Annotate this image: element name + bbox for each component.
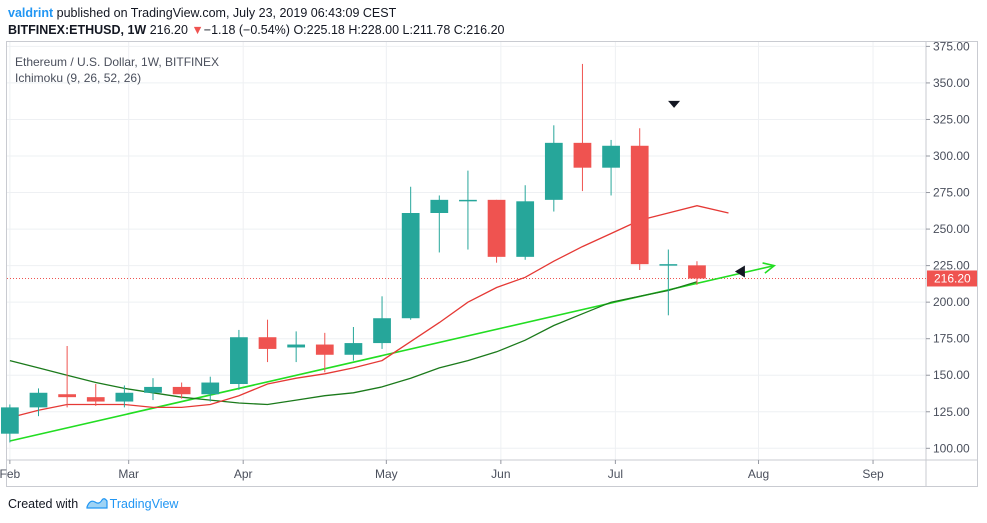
candle <box>86 384 105 406</box>
ohlc-values: O:225.18 H:228.00 L:211.78 C:216.20 <box>293 23 505 37</box>
current-price-label: 216.20 <box>934 271 971 285</box>
x-tick-label: Mar <box>118 467 139 481</box>
price-change: −1.18 (−0.54%) <box>203 23 290 37</box>
tradingview-logo-icon <box>86 497 108 512</box>
y-tick-label: 275.00 <box>933 186 970 200</box>
y-tick-label: 375.00 <box>933 39 970 53</box>
candle-body <box>487 199 506 257</box>
y-tick-label: 350.00 <box>933 76 970 90</box>
symbol-info: BITFINEX:ETHUSD, 1W 216.20 ▼−1.18 (−0.54… <box>8 23 504 37</box>
candle <box>430 195 449 253</box>
candle <box>630 128 649 270</box>
chart-title: Ethereum / U.S. Dollar, 1W, BITFINEX <box>15 55 220 69</box>
current-price-badge <box>927 270 977 287</box>
down-arrow-icon: ▼ <box>191 23 204 37</box>
candle-body <box>344 343 363 355</box>
candle-body <box>373 318 391 344</box>
candle-body <box>315 344 334 355</box>
candle-body <box>0 407 19 434</box>
candle-body <box>230 337 248 384</box>
y-tick-label: 200.00 <box>933 295 970 309</box>
chart-frame <box>6 41 978 487</box>
candle-body <box>544 142 563 200</box>
candle-body <box>172 386 191 395</box>
published-text: published on TradingView.com, July 23, 2… <box>56 6 397 20</box>
candle <box>659 249 678 316</box>
candle-body <box>58 394 76 398</box>
candle-body <box>115 392 134 402</box>
candle-body <box>258 337 277 349</box>
author-name[interactable]: valdrint <box>8 6 54 20</box>
candle-body <box>201 382 220 395</box>
candle-body <box>659 264 678 266</box>
candle <box>573 63 592 192</box>
indicator-label: Ichimoku (9, 26, 52, 26) <box>15 71 142 85</box>
y-tick-label: 175.00 <box>933 332 970 346</box>
candle <box>401 186 420 320</box>
candle <box>172 382 191 399</box>
candle <box>58 346 76 408</box>
candle-body <box>688 265 706 279</box>
footer: Created with TradingView <box>8 497 178 512</box>
symbol-label: BITFINEX:ETHUSD, 1W <box>8 23 147 37</box>
candle-body <box>287 344 306 348</box>
candle-body <box>573 142 592 168</box>
candle <box>144 378 162 401</box>
y-tick-label: 250.00 <box>933 222 970 236</box>
candle-body <box>630 145 649 265</box>
candle-body <box>144 386 162 393</box>
x-tick-label: Jul <box>608 467 623 481</box>
x-tick-label: Jun <box>491 467 510 481</box>
y-tick-label: 225.00 <box>933 259 970 273</box>
y-tick-label: 300.00 <box>933 149 970 163</box>
candle-body <box>401 213 420 319</box>
created-with-text: Created with <box>8 497 79 511</box>
y-tick-label: 125.00 <box>933 405 970 419</box>
candle <box>315 332 334 373</box>
candle <box>258 319 277 363</box>
x-tick-label: Feb <box>0 467 21 481</box>
tradingview-brand[interactable]: TradingView <box>109 497 179 511</box>
candle <box>344 327 363 361</box>
candle <box>688 261 706 285</box>
candle <box>0 404 19 443</box>
candle <box>544 125 563 212</box>
candle <box>287 331 306 363</box>
x-tick-label: Apr <box>234 467 253 481</box>
candle <box>29 388 48 417</box>
candle <box>459 170 477 250</box>
down-marker-icon <box>668 100 681 108</box>
publish-info: valdrint published on TradingView.com, J… <box>8 6 396 20</box>
left-marker-icon <box>734 265 745 278</box>
y-tick-label: 100.00 <box>933 441 970 455</box>
candle-body <box>602 145 620 168</box>
trendline-arrowhead <box>762 262 777 274</box>
x-tick-label: May <box>375 467 398 481</box>
candle-body <box>459 199 477 202</box>
y-tick-label: 325.00 <box>933 112 970 126</box>
x-tick-label: Sep <box>862 467 884 481</box>
candle-body <box>29 392 48 408</box>
candle-body <box>430 199 449 213</box>
candle <box>373 296 391 349</box>
candle <box>115 385 134 408</box>
candle-body <box>86 397 105 402</box>
candle <box>487 199 506 263</box>
candle-body <box>516 201 535 257</box>
y-tick-label: 150.00 <box>933 368 970 382</box>
ichimoku-conversion-line <box>9 205 729 419</box>
candle <box>516 185 535 260</box>
last-price: 216.20 <box>149 23 188 37</box>
x-tick-label: Aug <box>748 467 769 481</box>
candle <box>602 139 620 196</box>
candle <box>230 329 248 390</box>
candle <box>201 376 220 402</box>
